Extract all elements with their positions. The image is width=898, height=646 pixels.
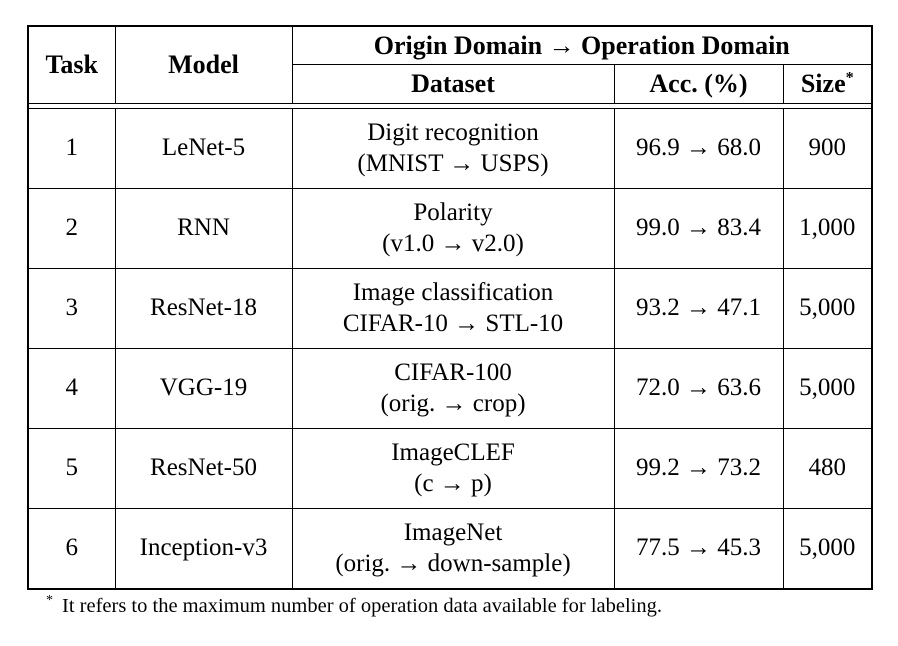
table-row: 3 ResNet-18 Image classification CIFAR-1… [27,268,873,349]
size-cell: 5,000 [782,508,873,590]
size-asterisk: * [845,69,854,87]
acc-cell: 99.0 → 83.4 [613,188,784,269]
dataset-line2: (orig. → down-sample) [335,549,571,577]
results-table: Task Model Origin Domain → Operation Dom… [27,25,874,590]
task-cell: 5 [27,428,116,509]
header-acc: Acc. (%) [613,64,784,104]
model-cell: ResNet-50 [114,428,293,509]
table-row: 2 RNN Polarity (v1.0 → v2.0) 99.0 → 83.4… [27,188,873,269]
dataset-cell: Polarity (v1.0 → v2.0) [291,188,615,269]
acc-cell: 99.2 → 73.2 [613,428,784,509]
task-cell: 6 [27,508,116,590]
dataset-cell: Digit recognition (MNIST → USPS) [291,108,615,189]
table-row: 6 Inception-v3 ImageNet (orig. → down-sa… [27,508,873,590]
dataset-cell: CIFAR-100 (orig. → crop) [291,348,615,429]
dataset-cell: Image classification CIFAR-10 → STL-10 [291,268,615,349]
size-cell: 5,000 [782,348,873,429]
dataset-line1: ImageCLEF [391,439,515,466]
table-row: 4 VGG-19 CIFAR-100 (orig. → crop) 72.0 →… [27,348,873,429]
header-task: Task [27,25,116,104]
footnote-asterisk: * [46,593,53,608]
dataset-line2: CIFAR-10 → STL-10 [342,309,564,337]
header-row-sub: Dataset Acc. (%) Size* [28,64,873,104]
task-cell: 4 [27,348,116,429]
dataset-cell: ImageNet (orig. → down-sample) [291,508,615,590]
table-footnote: * It refers to the maximum number of oper… [46,592,866,619]
dataset-line2: (MNIST → USPS) [357,149,549,177]
header-size-label: Size [800,69,846,99]
header-size: Size* [782,64,873,104]
dataset-cell: ImageCLEF (c → p) [291,428,615,509]
dataset-line2: (v1.0 → v2.0) [382,229,524,257]
dataset-line1: ImageNet [403,519,503,546]
model-cell: RNN [114,188,293,269]
size-cell: 900 [782,108,873,189]
acc-cell: 96.9 → 68.0 [613,108,784,189]
model-cell: ResNet-18 [114,268,293,349]
header-dataset: Dataset [291,64,615,104]
size-cell: 5,000 [782,268,873,349]
size-cell: 1,000 [782,188,873,269]
task-cell: 2 [27,188,116,269]
header-row-top: Task Model Origin Domain → Operation Dom… [27,25,873,104]
header-span-origin-operation: Origin Domain → Operation Domain [291,25,873,65]
dataset-line1: Polarity [413,199,493,226]
acc-cell: 93.2 → 47.1 [613,268,784,349]
model-cell: LeNet-5 [114,108,293,189]
dataset-line2: (orig. → crop) [380,389,526,417]
dataset-line2: (c → p) [414,469,492,497]
task-cell: 1 [27,108,116,189]
header-model: Model [114,25,293,104]
dataset-line1: CIFAR-100 [394,359,512,386]
dataset-line1: Image classification [352,279,554,306]
footnote-text: It refers to the maximum number of opera… [62,594,662,617]
acc-cell: 77.5 → 45.3 [613,508,784,590]
dataset-line1: Digit recognition [367,119,539,146]
table-row: 1 LeNet-5 Digit recognition (MNIST → USP… [27,108,873,189]
size-cell: 480 [782,428,873,509]
task-cell: 3 [27,268,116,349]
table-row: 5 ResNet-50 ImageCLEF (c → p) 99.2 → 73.… [27,428,873,509]
acc-cell: 72.0 → 63.6 [613,348,784,429]
model-cell: Inception-v3 [114,508,293,590]
model-cell: VGG-19 [114,348,293,429]
